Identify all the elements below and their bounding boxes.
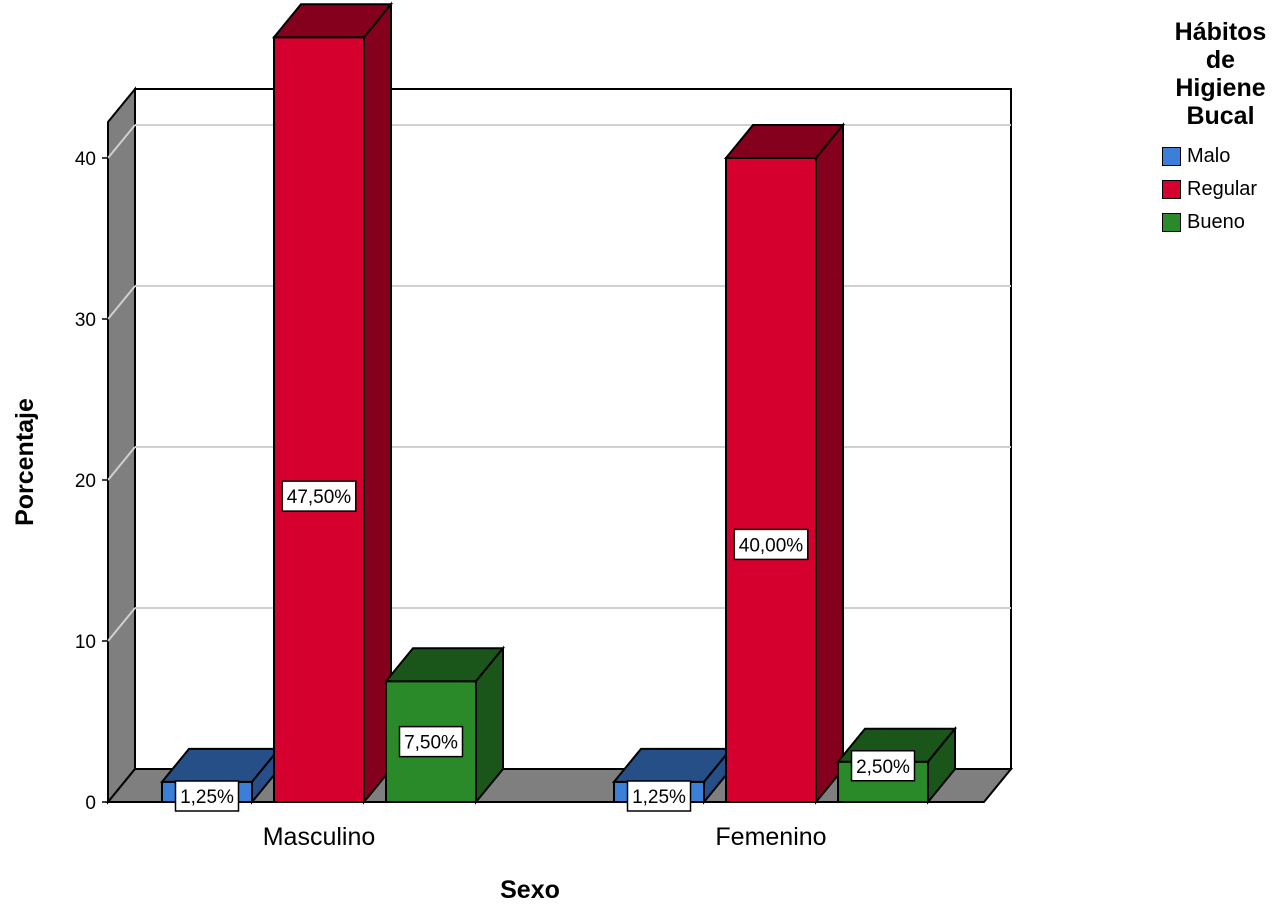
x-axis-categories: Masculino Femenino: [263, 823, 827, 851]
x-axis-title: Sexo: [500, 876, 560, 904]
legend-swatch: [1162, 213, 1181, 232]
legend-label: Regular: [1187, 178, 1258, 200]
data-label-box: [174, 780, 240, 812]
y-tick-label: 30: [75, 310, 96, 331]
data-label-box: [626, 780, 692, 812]
x-category-label: Femenino: [715, 823, 826, 851]
legend-item-malo: Malo: [1158, 140, 1283, 173]
legend-swatch: [1162, 147, 1181, 166]
gridline-side: [107, 607, 136, 642]
back-wall: [134, 88, 1012, 770]
bar-front: [273, 36, 365, 803]
legend-item-regular: Regular: [1158, 173, 1283, 206]
data-label: 1,25%: [632, 787, 686, 808]
legend-title: Hábitos de Higiene Bucal: [1174, 18, 1267, 130]
legend: Hábitos de Higiene Bucal Malo Regular Buen…: [1158, 18, 1283, 239]
bar-front: [725, 157, 817, 803]
data-label: 47,50%: [287, 487, 352, 508]
data-label-box: [850, 750, 916, 782]
bar-bueno-masculino: [383, 645, 506, 805]
data-label-box: [733, 528, 809, 561]
data-label-box: [281, 480, 357, 512]
data-label: 1,25%: [180, 787, 234, 808]
gridline-side: [107, 285, 136, 320]
gridline-side: [107, 124, 136, 159]
gridline-side: [107, 446, 136, 481]
y-axis-ticks: 0 10 20 30 40: [75, 149, 108, 814]
bar-regular-masculino: [271, 1, 394, 805]
legend-swatch: [1162, 180, 1181, 199]
plot-frame: [105, 86, 1014, 805]
data-label: 7,50%: [404, 733, 458, 754]
y-tick-label: 10: [75, 632, 96, 653]
bar-side: [815, 122, 844, 805]
data-label: 2,50%: [856, 757, 910, 778]
legend-item-bueno: Bueno: [1158, 206, 1283, 239]
bar-side: [475, 645, 504, 805]
data-label: 40,00%: [739, 535, 804, 556]
y-axis-title: Porcentaje: [11, 398, 39, 526]
bar-side: [927, 725, 956, 805]
y-tick-label: 40: [75, 149, 96, 170]
bar-regular-femenino: [723, 122, 846, 805]
legend-label: Malo: [1187, 145, 1231, 167]
legend-label: Bueno: [1187, 211, 1245, 233]
data-label-box: [398, 725, 464, 758]
left-wall: [107, 86, 136, 805]
x-category-label: Masculino: [263, 823, 376, 851]
y-tick-label: 0: [85, 793, 96, 814]
data-labels: 1,25% 47,50% 7,50% 1,25% 40,00% 2,50%: [174, 480, 916, 812]
y-tick-label: 20: [75, 471, 96, 492]
